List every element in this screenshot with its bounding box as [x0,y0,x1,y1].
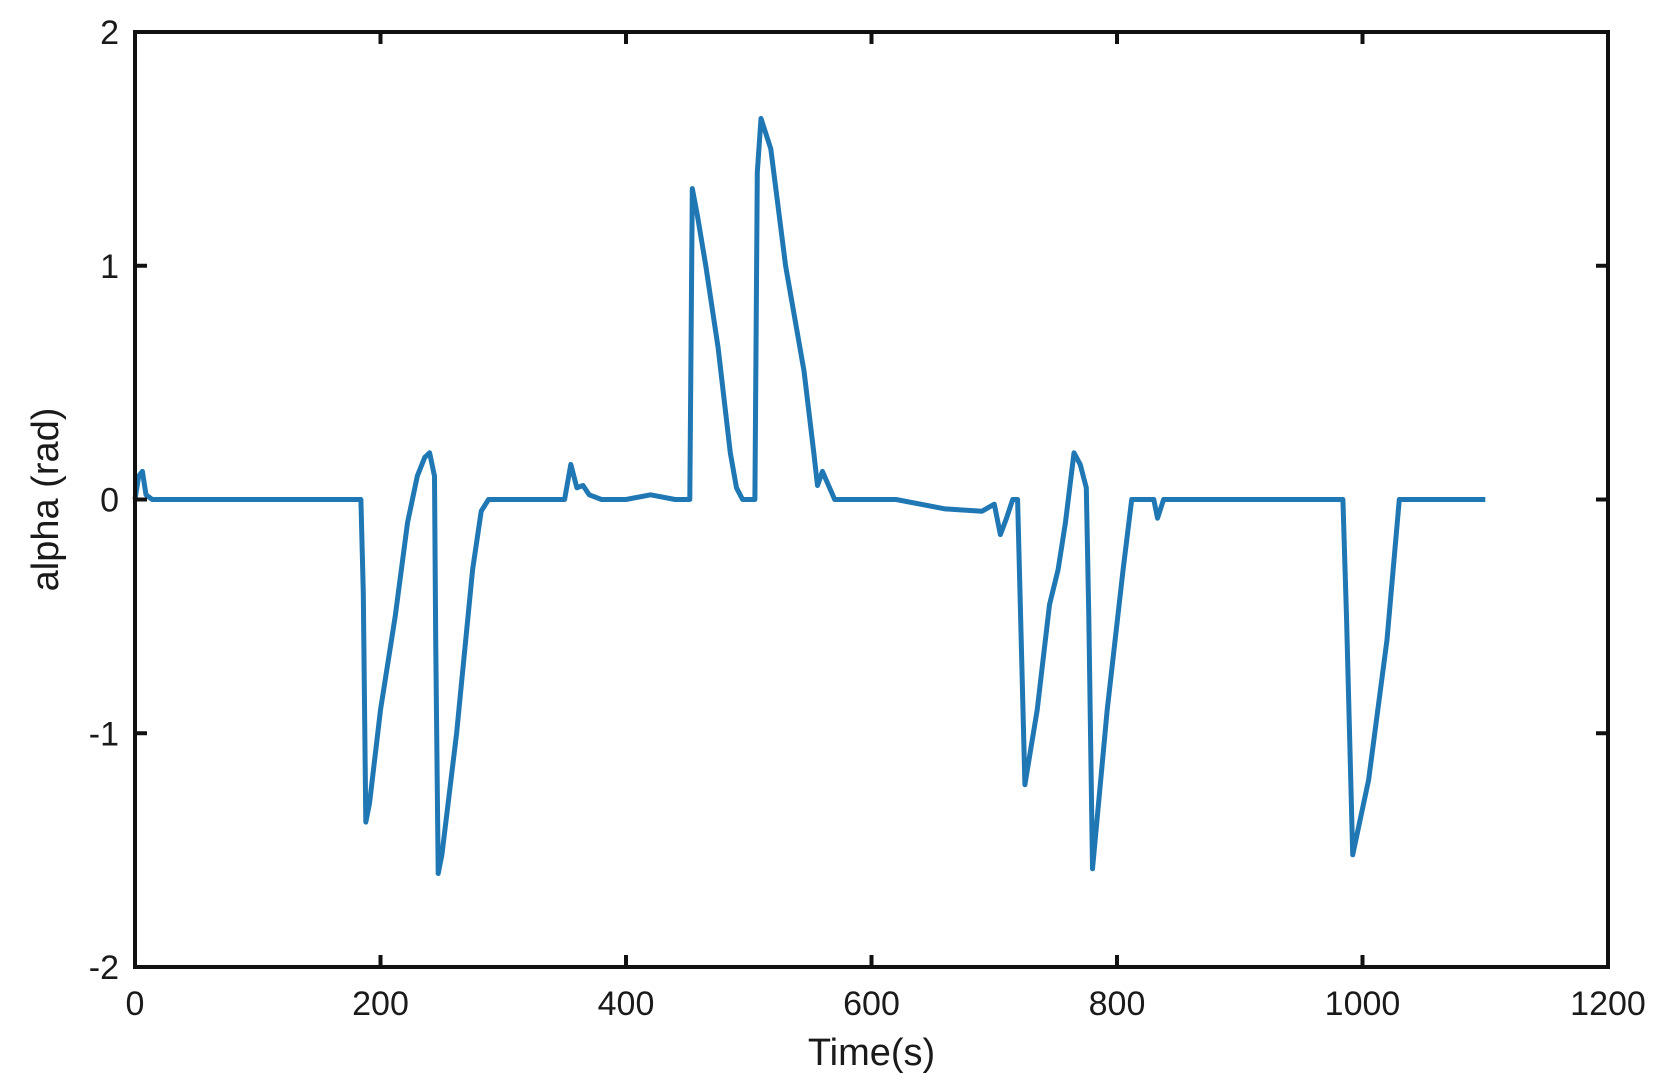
y-tick-label: -2 [89,949,119,987]
x-tick-label: 600 [843,985,900,1023]
y-tick-label: 2 [100,14,119,52]
plot-area [132,116,1486,876]
x-tick-label: 400 [598,985,655,1023]
y-axis-label: alpha (rad) [25,408,67,592]
x-tick-label: 1000 [1325,985,1401,1023]
y-axis: -2 -1 0 1 2 [89,14,1608,987]
y-tick-label: -1 [89,715,119,753]
series-line-1 [132,116,1486,876]
x-axis-label: Time(s) [808,1032,935,1074]
y-tick-label: 0 [100,482,119,520]
x-tick-label: 200 [352,985,409,1023]
y-tick-label: 1 [100,248,119,286]
x-axis: 0 200 400 600 800 1000 1200 [126,32,1646,1023]
x-tick-label: 1200 [1570,985,1646,1023]
x-tick-label: 800 [1089,985,1146,1023]
x-tick-label: 0 [126,985,145,1023]
